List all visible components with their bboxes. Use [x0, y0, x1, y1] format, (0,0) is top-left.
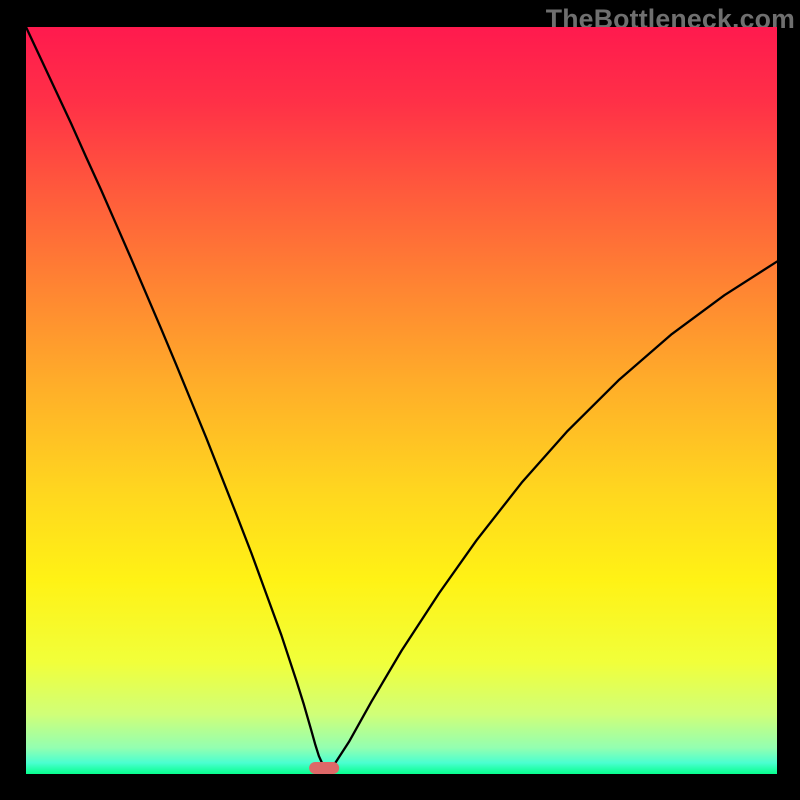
plot-area	[26, 27, 777, 774]
min-marker	[26, 27, 777, 774]
